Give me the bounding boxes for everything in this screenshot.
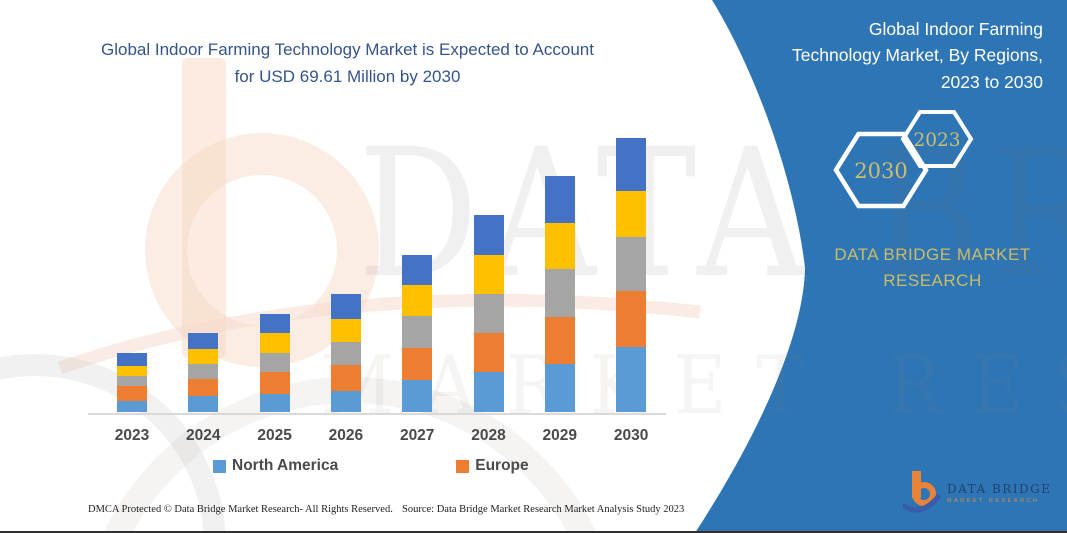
bar-segment-2024-north-america [188,396,219,412]
bar-segment-2027-unlabeled-blue-region [402,254,433,286]
legend-item-europe: Europe [456,457,529,475]
bar-segment-2030-unlabeled-blue-region [616,137,647,191]
x-axis-label-2030: 2030 [613,427,649,444]
bar-2030 [616,137,647,412]
bar-segment-2029-unlabeled-blue-region [544,175,575,223]
bar-segment-2024-unlabeled-yellow-region [188,348,219,364]
legend-swatch-europe [456,459,470,473]
bar-segment-2027-europe [402,347,433,380]
bar-2023 [117,353,147,412]
bar-2028 [473,215,504,412]
bar-segment-2026-unlabeled-gray-region [330,341,361,366]
bar-segment-2025-unlabeled-yellow-region [259,333,290,353]
logo-text-block: DATA BRIDGE MARKET RESEARCH [947,482,1052,504]
logo-name: DATA BRIDGE [947,482,1052,496]
logo-tagline: MARKET RESEARCH [947,498,1040,504]
plot-area: 2023 2024 2025 2026 2027 2028 2029 2030 [88,130,666,444]
x-axis-label-2028: 2028 [471,427,506,444]
bar-segment-2029-europe [544,316,575,365]
x-axis-label-2023: 2023 [114,427,150,444]
x-axis-label-2029: 2029 [542,427,578,444]
chart-title-line2: for USD 69.61 Million by 2030 [234,67,461,87]
bar-segment-2024-unlabeled-blue-region [188,333,219,349]
panel-heading: Global Indoor Farming Technology Market,… [792,19,1043,92]
bar-segment-2030-unlabeled-yellow-region [616,190,647,237]
x-axis-label-2027: 2027 [399,427,435,444]
bar-segment-2028-unlabeled-yellow-region [473,255,504,294]
bar-segment-2024-unlabeled-gray-region [188,363,219,379]
legend-label-north-america: North America [232,457,339,474]
bar-2029 [544,175,575,412]
bar-segment-2026-unlabeled-yellow-region [330,319,361,342]
x-axis-label-2025: 2025 [257,427,292,444]
bar-segment-2023-unlabeled-blue-region [117,353,147,367]
chart-title: Global Indoor Farming Technology Market … [55,36,640,90]
bar-segment-2023-unlabeled-gray-region [117,376,147,387]
footer-dmca-notice: DMCA Protected © Data Bridge Market Rese… [88,504,393,515]
bar-segment-2027-unlabeled-yellow-region [402,285,433,317]
bar-2026 [330,293,361,412]
x-axis-line [88,413,666,415]
bar-2025 [259,313,290,412]
bar-2027 [402,254,433,412]
bar-segment-2024-europe [188,378,219,397]
legend-swatch-north-america [213,459,226,473]
bar-segment-2023-north-america [117,400,147,412]
bar-segment-2028-europe [473,332,504,372]
bar-segment-2029-north-america [544,364,575,412]
bar-segment-2026-unlabeled-blue-region [330,293,361,320]
year-hexagons: 2030 2023 [833,110,974,209]
bar-segment-2030-north-america [616,346,647,412]
brand-name-text: DATA BRIDGE MARKET RESEARCH [834,245,1031,290]
x-axis-label-2026: 2026 [328,427,364,444]
bar-segment-2030-europe [616,290,647,347]
footer-source-note: Source: Data Bridge Market Research Mark… [402,504,685,515]
bar-segment-2028-unlabeled-blue-region [473,215,504,256]
chart-legend: North America Europe [213,457,529,475]
bar-segment-2025-north-america [259,393,290,412]
bar-segment-2025-europe [259,372,290,394]
bar-2024 [188,333,219,412]
chart-title-line1: Global Indoor Farming Technology Market … [101,40,594,59]
x-axis-label-2024: 2024 [186,427,221,444]
databridge-logo-icon [903,471,941,513]
hexagon-small-year: 2023 [913,130,960,151]
logo-b-bowl [912,482,936,506]
bar-segment-2027-unlabeled-gray-region [402,316,433,348]
hexagon-large-year: 2030 [854,159,907,183]
bar-segment-2026-europe [330,365,361,392]
legend-item-north-america: North America [213,457,338,475]
bar-segment-2028-north-america [473,371,504,412]
bar-segment-2028-unlabeled-gray-region [473,293,504,333]
bar-segment-2023-europe [117,386,147,401]
bar-segment-2027-north-america [402,379,433,412]
databridge-logo: DATA BRIDGE MARKET RESEARCH [903,468,1052,518]
bar-segment-2026-north-america [330,391,361,412]
bar-segment-2029-unlabeled-gray-region [544,269,575,317]
bar-segment-2023-unlabeled-yellow-region [117,366,147,377]
legend-label-europe: Europe [475,457,529,474]
bar-segment-2029-unlabeled-yellow-region [544,222,575,270]
bar-segment-2025-unlabeled-blue-region [259,313,290,334]
bar-segment-2030-unlabeled-gray-region [616,236,647,291]
bar-segment-2025-unlabeled-gray-region [259,352,290,373]
